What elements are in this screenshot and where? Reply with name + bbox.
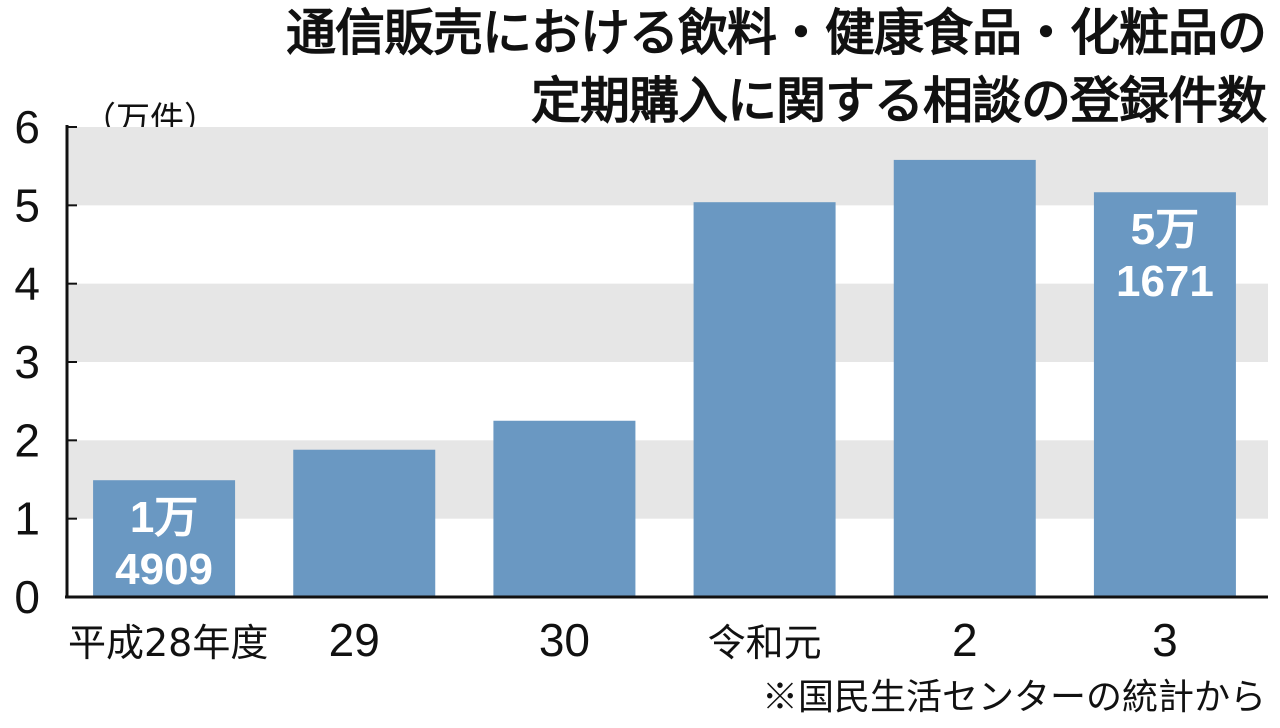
source-note: ※国民生活センターの統計から bbox=[761, 677, 1266, 718]
data-label-5-line-1: 1671 bbox=[1116, 257, 1214, 306]
y-tick-label-2: 2 bbox=[14, 414, 40, 466]
y-tick-label-3: 3 bbox=[14, 336, 40, 388]
category-label-5: 3 bbox=[1152, 614, 1178, 666]
category-label-1: 29 bbox=[329, 614, 380, 666]
bars bbox=[93, 159, 1236, 597]
category-label-3: 令和元 bbox=[708, 621, 822, 665]
bar-2 bbox=[493, 420, 636, 597]
grid-band-5 bbox=[67, 127, 1268, 206]
bar-4 bbox=[893, 159, 1036, 597]
category-labels: 平成28年度 29 30 令和元 2 3 bbox=[68, 614, 1178, 666]
category-label-2: 30 bbox=[539, 614, 590, 666]
chart-title-line-2: 定期購入に関する相談の登録件数 bbox=[531, 72, 1267, 130]
grid-band-1 bbox=[67, 440, 1268, 519]
bar-0 bbox=[93, 480, 236, 597]
y-tick-label-4: 4 bbox=[14, 258, 40, 310]
bar-5 bbox=[1093, 192, 1236, 597]
data-label-0-line-1: 4909 bbox=[115, 545, 213, 594]
y-tick-label-6: 6 bbox=[14, 101, 40, 153]
category-label-4: 2 bbox=[952, 614, 978, 666]
axes bbox=[65, 125, 1268, 599]
data-label-0-line-0: 1万 bbox=[130, 493, 198, 542]
grid-band-3 bbox=[67, 283, 1268, 362]
y-tick-label-0: 0 bbox=[14, 571, 40, 623]
bar-3 bbox=[693, 202, 836, 597]
grid-bands bbox=[67, 127, 1268, 519]
chart-title-line-1: 通信販売における飲料・健康食品・化粧品の bbox=[286, 4, 1267, 62]
y-tick-label-1: 1 bbox=[14, 493, 40, 545]
category-label-0: 平成28年度 bbox=[68, 621, 268, 665]
data-label-5-line-0: 5万 bbox=[1131, 205, 1199, 254]
y-tick-label-5: 5 bbox=[14, 179, 40, 231]
bar-1 bbox=[293, 449, 436, 597]
y-tick-labels: 0 1 2 3 4 5 6 bbox=[14, 101, 40, 623]
